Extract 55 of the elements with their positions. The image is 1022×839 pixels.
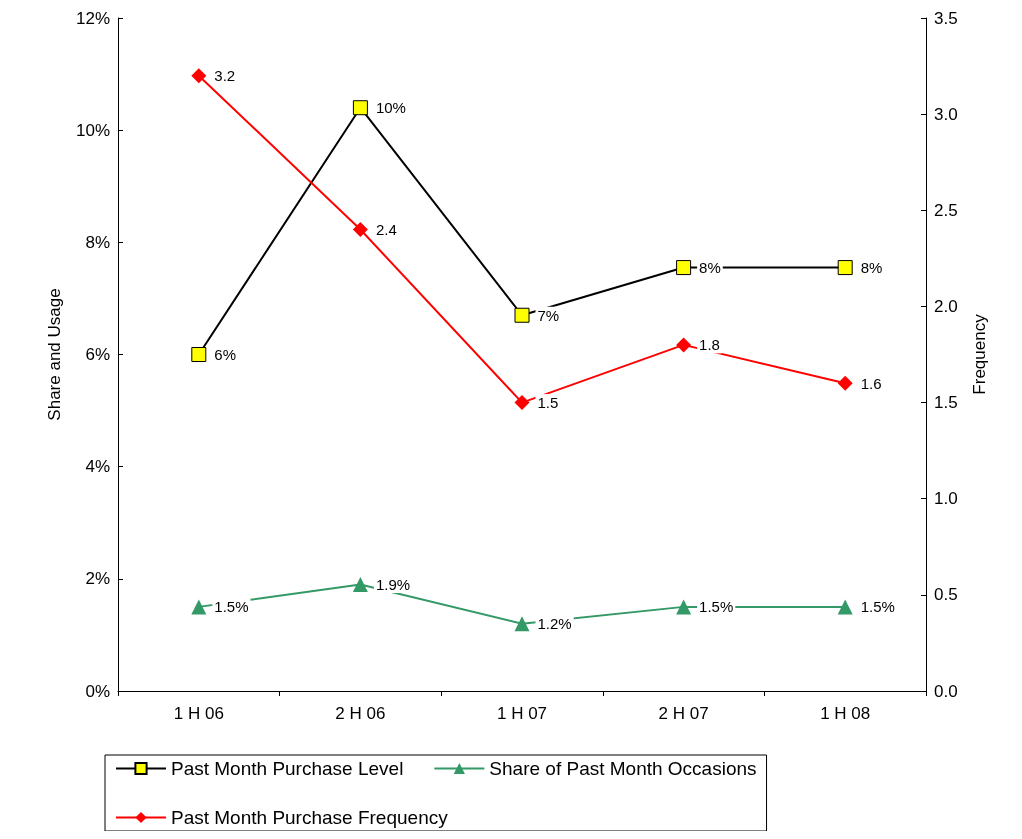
- y-tick-label: 6%: [85, 345, 110, 364]
- data-label: 1.5%: [214, 598, 249, 616]
- data-label: 2.4: [375, 221, 397, 239]
- x-tick-label: 1 H 06: [173, 704, 224, 723]
- data-label: 1.8: [699, 336, 720, 354]
- y2-tick-label: 1.5: [934, 393, 958, 413]
- y2-tick-label: 0.0: [934, 681, 958, 701]
- data-label: 1.6: [860, 374, 882, 392]
- y-axis-title: Share and Usage: [45, 288, 64, 421]
- legend-label: Share of Past Month Occasions: [489, 758, 757, 779]
- data-label: 1.5: [537, 394, 559, 412]
- point: [676, 260, 692, 276]
- y2-tick-label: 3.5: [934, 8, 958, 28]
- data-label: 7%: [537, 306, 560, 324]
- y-tick-label: 12%: [75, 8, 110, 28]
- point: [514, 616, 530, 632]
- y2-tick-label: 2.0: [934, 296, 958, 316]
- y2-tick-label: 3.0: [934, 104, 958, 124]
- data-label: 8%: [699, 259, 721, 277]
- point: [837, 375, 853, 391]
- data-label: 1.5%: [860, 598, 895, 616]
- point: [191, 599, 207, 615]
- y-tick-label: 4%: [85, 457, 110, 477]
- point: [514, 307, 530, 323]
- y-tick-label: 0%: [85, 681, 110, 701]
- point: [191, 347, 207, 362]
- point: [837, 260, 853, 276]
- x-tick-label: 2 H 06: [335, 704, 386, 723]
- point: [352, 576, 368, 592]
- legend-label: Past Month Purchase Frequency: [171, 807, 449, 828]
- x-tick-label: 1 H 08: [820, 704, 871, 723]
- legend-label: Past Month Purchase Level: [171, 758, 404, 779]
- y-tick-label: 10%: [75, 120, 110, 140]
- y2-tick-label: 1.0: [934, 489, 958, 509]
- point: [676, 337, 692, 353]
- x-tick-label: 1 H 07: [496, 704, 548, 723]
- y2-tick-label: 0.5: [934, 585, 958, 605]
- point: [676, 599, 692, 615]
- y-tick-label: 2%: [85, 569, 110, 589]
- point: [514, 395, 530, 411]
- data-label: 10%: [375, 99, 406, 117]
- data-label: 6%: [214, 346, 236, 363]
- data-label: 1.2%: [537, 615, 572, 633]
- x-tick-label: 2 H 07: [658, 704, 709, 723]
- point: [837, 599, 853, 615]
- y2-tick-label: 2.5: [934, 200, 958, 220]
- point: [191, 68, 207, 84]
- data-label: 1.5%: [699, 598, 734, 616]
- data-label: 3.2: [214, 67, 236, 85]
- data-label: 8%: [860, 259, 883, 277]
- data-label: 1.9%: [375, 575, 411, 593]
- y-tick-label: 8%: [85, 232, 110, 252]
- point: [352, 222, 368, 238]
- y2-axis-title: Frequency: [970, 313, 989, 395]
- point: [352, 100, 368, 116]
